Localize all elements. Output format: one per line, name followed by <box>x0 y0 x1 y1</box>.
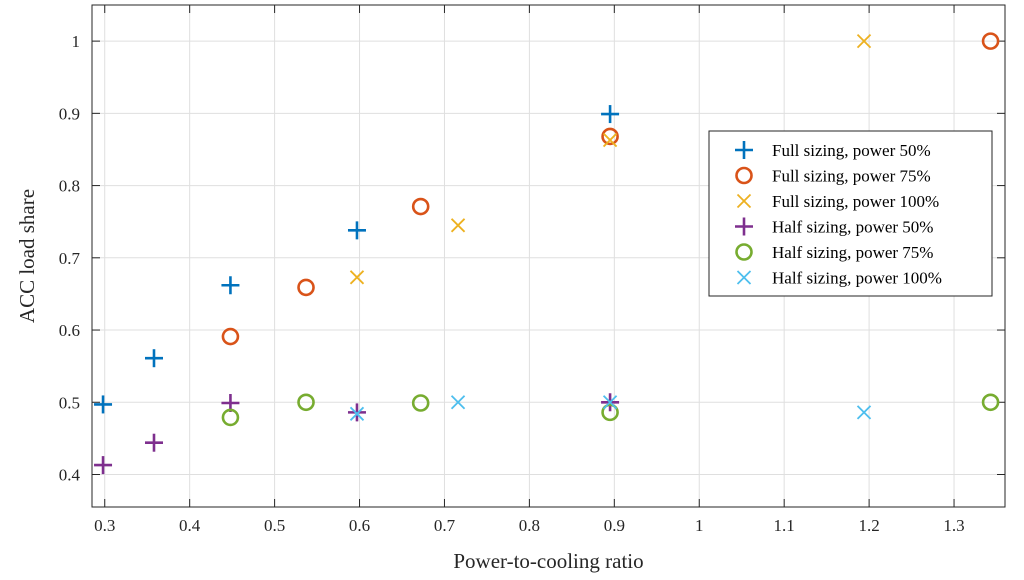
legend-entry: Full sizing, power 100% <box>736 192 939 211</box>
legend-marker <box>735 166 753 185</box>
data-point <box>450 218 466 233</box>
series-5 <box>221 393 1000 427</box>
data-point <box>411 394 430 412</box>
x-tick-label: 0.5 <box>264 516 285 535</box>
legend-entry: Full sizing, power 75% <box>735 166 931 186</box>
data-point <box>981 393 1000 412</box>
legend: Full sizing, power 50% Full sizing, power… <box>708 130 993 297</box>
series-1 <box>94 105 620 414</box>
marker-circle <box>221 327 240 346</box>
y-tick-label: 0.6 <box>59 321 80 340</box>
data-point <box>349 406 365 421</box>
marker-x-b <box>450 218 466 233</box>
data-point <box>144 349 163 368</box>
data-point <box>221 276 240 295</box>
legend-label: Half sizing, power 100% <box>772 269 942 288</box>
x-tick-label: 0.8 <box>519 516 540 535</box>
marker-circle <box>411 394 430 412</box>
marker-x-b <box>349 270 365 285</box>
legend-entry: Half sizing, power 100% <box>736 269 942 288</box>
marker-x-b <box>450 395 466 410</box>
legend-label: Full sizing, power 75% <box>772 167 931 186</box>
marker-x-b <box>736 193 752 209</box>
data-point <box>144 433 163 452</box>
data-point <box>450 395 466 410</box>
series-6 <box>349 395 872 421</box>
y-tick-label: 0.5 <box>59 393 80 412</box>
series-2 <box>221 32 1000 346</box>
x-tick-label: 1.1 <box>774 516 795 535</box>
data-point <box>981 32 1000 50</box>
data-point <box>297 278 315 297</box>
data-point <box>94 456 113 475</box>
marker-x-b <box>736 270 752 285</box>
data-point <box>856 405 872 420</box>
marker-x-b <box>349 406 365 421</box>
legend-marker <box>736 193 752 209</box>
data-markers <box>94 32 1000 475</box>
data-point <box>94 395 113 414</box>
marker-circle <box>221 408 240 427</box>
legend-marker <box>736 270 752 285</box>
y-tick-label: 0.8 <box>59 177 80 196</box>
data-point <box>602 132 618 148</box>
legend-marker <box>735 141 753 159</box>
series-4 <box>94 393 620 475</box>
data-point <box>601 127 619 146</box>
x-tick-label: 1.2 <box>858 516 879 535</box>
x-tick-label: 1 <box>695 516 704 535</box>
marker-x-b <box>602 395 618 410</box>
legend-marker <box>735 243 753 261</box>
marker-circle <box>601 127 619 146</box>
marker-circle <box>601 403 619 422</box>
x-tick-label: 0.4 <box>179 516 201 535</box>
legend-entry: Full sizing, power 50% <box>735 141 931 160</box>
x-axis-label: Power-to-cooling ratio <box>453 549 643 573</box>
data-point <box>221 327 240 346</box>
y-tick-label: 1 <box>72 32 81 51</box>
data-point <box>297 393 315 412</box>
marker-circle <box>981 393 1000 412</box>
marker-x-b <box>856 405 872 420</box>
x-tick-label: 0.6 <box>349 516 370 535</box>
y-tick-label: 0.4 <box>59 465 81 484</box>
data-point <box>221 408 240 427</box>
marker-circle <box>735 166 753 185</box>
legend-entry: Half sizing, power 75% <box>735 243 933 262</box>
plot-frame <box>91 4 1006 508</box>
marker-circle <box>411 197 430 216</box>
x-tick-label: 0.9 <box>604 516 625 535</box>
legend-label: Full sizing, power 100% <box>772 192 939 211</box>
marker-x-b <box>602 132 618 148</box>
data-point <box>347 403 366 422</box>
data-point <box>601 105 620 124</box>
data-point <box>347 221 366 240</box>
data-point <box>601 403 619 422</box>
marker-circle <box>735 243 753 261</box>
y-axis-label: ACC load share <box>15 189 39 323</box>
axis-ticks: 0.3 0.4 0.5 0.6 0.7 0.8 0.9 1 1.1 1.2 1.3 0.4 0.5 0.6… <box>59 5 1005 535</box>
marker-circle <box>297 278 315 297</box>
x-tick-label: 0.7 <box>434 516 456 535</box>
y-tick-label: 0.7 <box>59 249 81 268</box>
legend-entry: Half sizing, power 50% <box>735 217 933 237</box>
data-point <box>602 395 618 410</box>
marker-circle <box>297 393 315 412</box>
data-point <box>411 197 430 216</box>
legend-label: Half sizing, power 50% <box>772 218 933 237</box>
series-3 <box>349 33 872 285</box>
y-tick-label: 0.9 <box>59 104 80 123</box>
legend-marker <box>735 217 753 236</box>
x-tick-label: 1.3 <box>943 516 964 535</box>
marker-circle <box>981 32 1000 50</box>
marker-x-b <box>856 33 872 49</box>
data-point <box>349 270 365 285</box>
data-point <box>856 33 872 49</box>
legend-label: Half sizing, power 75% <box>772 243 933 262</box>
x-tick-label: 0.3 <box>94 516 115 535</box>
legend-label: Full sizing, power 50% <box>772 141 931 160</box>
legend-box <box>708 130 993 297</box>
